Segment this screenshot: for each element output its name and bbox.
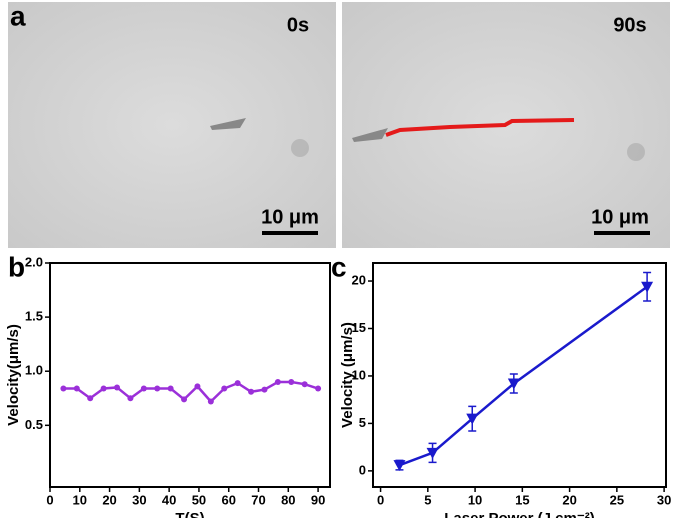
x-tick-label: 10: [468, 492, 482, 507]
micromotor: [210, 118, 246, 130]
data-point: [261, 386, 268, 393]
data-line: [399, 285, 648, 467]
y-tick-label: 5: [359, 415, 366, 430]
x-tick-label: 0: [377, 492, 384, 507]
micromotor: [352, 128, 388, 142]
y-axis-label: Velocity (μm/s): [339, 322, 356, 428]
data-point: [154, 385, 161, 392]
data-point: [507, 378, 520, 390]
x-tick-label: 20: [102, 492, 116, 507]
plot-frame: [372, 262, 667, 488]
data-point: [288, 379, 295, 386]
data-point: [207, 398, 214, 405]
data-point: [114, 384, 121, 391]
time-label: 90s: [613, 14, 646, 36]
data-point: [315, 385, 322, 392]
time-label: 0s: [287, 14, 309, 36]
trajectory: [385, 118, 575, 137]
panel-label: b: [8, 251, 25, 282]
y-tick-label: 1.0: [25, 363, 43, 378]
data-point: [87, 395, 94, 402]
y-axis-label: Velocity(μm/s): [5, 324, 22, 426]
scale-bar-label: 10 μm: [261, 206, 319, 228]
data-point: [248, 388, 255, 395]
y-tick-label: 0: [359, 462, 366, 477]
debris: [291, 139, 309, 157]
data-point: [73, 385, 80, 392]
x-tick-label: 60: [221, 492, 235, 507]
x-axis-label: Laser Power (J cm⁻²): [444, 510, 594, 518]
micrograph: [8, 2, 336, 248]
data-point: [194, 383, 201, 390]
y-tick-label: 0.5: [25, 417, 43, 432]
x-tick-label: 30: [657, 492, 671, 507]
data-point: [641, 281, 654, 293]
x-axis-label: T(S): [175, 510, 204, 518]
y-tick-label: 2.0: [25, 254, 43, 269]
y-tick-label: 1.5: [25, 309, 43, 324]
data-point: [60, 385, 67, 392]
data-point: [167, 385, 174, 392]
x-tick-label: 70: [251, 492, 265, 507]
data-point: [140, 385, 147, 392]
data-line: [63, 380, 319, 404]
x-tick-label: 20: [562, 492, 576, 507]
y-tick-label: 10: [352, 367, 366, 382]
y-tick-label: 20: [352, 272, 366, 287]
panel-label: c: [331, 251, 347, 282]
data-point: [221, 385, 228, 392]
x-tick-label: 50: [192, 492, 206, 507]
panel-label: a: [10, 0, 26, 31]
x-tick-label: 15: [515, 492, 529, 507]
data-point: [274, 379, 281, 386]
debris: [627, 143, 645, 161]
x-tick-label: 10: [73, 492, 87, 507]
x-tick-label: 5: [424, 492, 431, 507]
data-point: [100, 385, 107, 392]
scale-bar-label: 10 μm: [591, 206, 649, 228]
plot-frame: [49, 262, 331, 488]
data-point: [234, 380, 241, 387]
x-tick-label: 90: [311, 492, 325, 507]
x-tick-label: 80: [281, 492, 295, 507]
x-tick-label: 30: [132, 492, 146, 507]
x-tick-label: 40: [162, 492, 176, 507]
data-point: [301, 381, 308, 388]
y-tick-label: 15: [352, 320, 366, 335]
data-point: [426, 447, 439, 459]
data-point: [466, 413, 479, 425]
data-point: [127, 395, 134, 402]
x-tick-label: 25: [610, 492, 624, 507]
data-point: [393, 460, 406, 472]
data-point: [181, 396, 188, 403]
x-tick-label: 0: [46, 492, 53, 507]
